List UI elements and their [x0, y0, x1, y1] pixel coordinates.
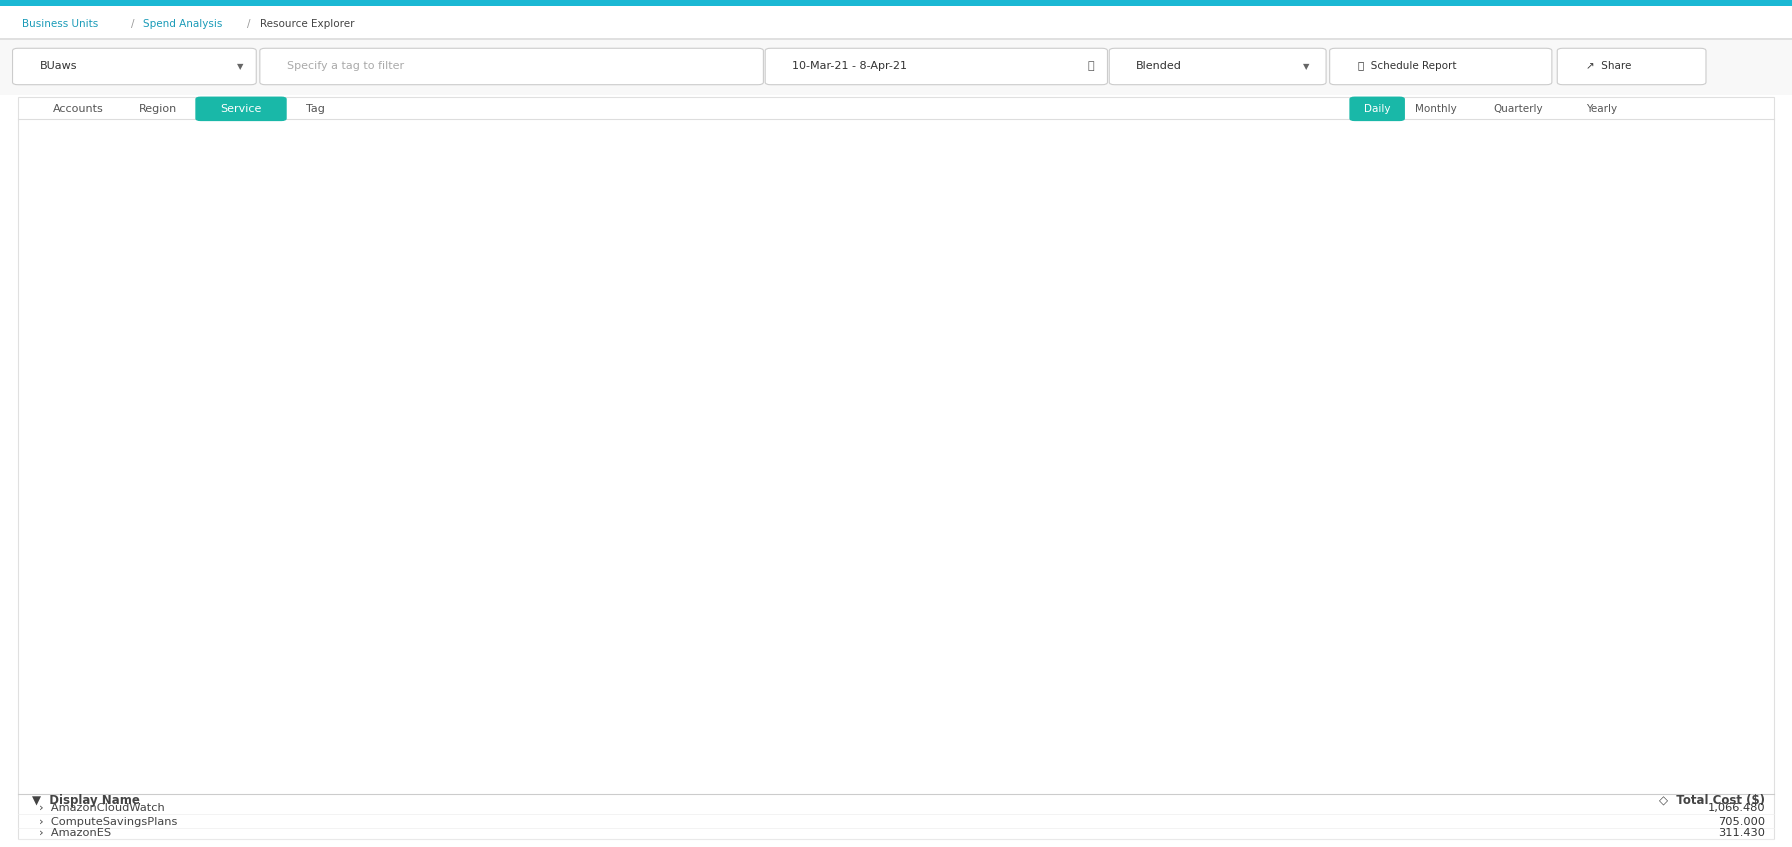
Bar — [1491, 556, 1518, 571]
Bar — [1491, 293, 1518, 309]
Text: ◇  Total Cost ($): ◇ Total Cost ($) — [1659, 794, 1765, 807]
Text: 7o8npbm1s170ppm3d6eoccpupb: 7o8npbm1s170ppm3d6eoccpupb — [1530, 151, 1665, 160]
Text: AmazonEC2: AmazonEC2 — [1530, 355, 1579, 363]
Text: AWSTransfer: AWSTransfer — [1530, 180, 1581, 189]
Text: Monthly: Monthly — [1414, 104, 1457, 113]
FancyBboxPatch shape — [1109, 48, 1326, 85]
Text: AWSELB: AWSELB — [1530, 617, 1563, 626]
Bar — [1491, 410, 1518, 425]
Text: Region: Region — [138, 104, 177, 113]
Text: AmazonFSx: AmazonFSx — [1530, 558, 1577, 567]
Text: 705.000: 705.000 — [1719, 817, 1765, 827]
Text: Service: Service — [220, 104, 262, 113]
FancyBboxPatch shape — [1330, 48, 1552, 85]
Bar — [1491, 380, 1518, 396]
Text: ▼: ▼ — [1303, 62, 1310, 71]
Bar — [1491, 439, 1518, 455]
Text: AmazonS3: AmazonS3 — [1530, 209, 1572, 219]
Text: /: / — [247, 19, 251, 29]
Bar — [1491, 643, 1518, 658]
Text: +: + — [147, 537, 158, 551]
Bar — [0, 6, 1792, 38]
Text: ▼: ▼ — [237, 62, 244, 71]
Text: Resource Explorer: Resource Explorer — [260, 19, 355, 29]
Text: Tag: Tag — [306, 104, 324, 113]
Bar — [1742, 123, 1770, 724]
Text: Business Units: Business Units — [22, 19, 99, 29]
Text: AmazonCloudSearch: AmazonCloudSearch — [1530, 296, 1613, 306]
Text: ▼  Display Name: ▼ Display Name — [32, 794, 140, 807]
Text: /: / — [131, 19, 134, 29]
FancyBboxPatch shape — [260, 48, 763, 85]
Text: 10-Mar-21 - 8-Apr-21: 10-Mar-21 - 8-Apr-21 — [792, 62, 907, 71]
Bar — [0, 0, 1792, 5]
Text: AmazonRedshift: AmazonRedshift — [1530, 442, 1595, 451]
Text: Accounts: Accounts — [52, 104, 104, 113]
Text: AWSDirectoryService: AWSDirectoryService — [1530, 646, 1615, 655]
Bar — [1491, 323, 1518, 338]
Text: AWSSecretsManager: AWSSecretsManager — [1530, 268, 1613, 276]
Text: 1,066.480: 1,066.480 — [1708, 803, 1765, 813]
Text: ›  ComputeSavingsPlans: › ComputeSavingsPlans — [39, 817, 177, 827]
FancyBboxPatch shape — [13, 48, 256, 85]
Text: ›  AmazonES: › AmazonES — [39, 828, 111, 839]
FancyBboxPatch shape — [1349, 97, 1405, 121]
Bar — [1491, 497, 1518, 512]
Text: −: − — [147, 591, 158, 605]
Text: Daily: Daily — [1364, 104, 1391, 113]
Text: Quarterly: Quarterly — [1493, 104, 1543, 113]
Text: BUaws: BUaws — [39, 62, 77, 71]
Text: AmazonNeptune: AmazonNeptune — [1530, 413, 1597, 422]
Text: AmazonCloudWatch: AmazonCloudWatch — [1530, 471, 1611, 480]
Text: AmazonEFS: AmazonEFS — [1530, 501, 1577, 509]
Text: AmazonVPC: AmazonVPC — [1530, 588, 1579, 596]
Text: Yearly: Yearly — [1586, 104, 1618, 113]
FancyBboxPatch shape — [1557, 48, 1706, 85]
Bar — [1491, 352, 1518, 367]
Bar — [1491, 206, 1518, 221]
Bar — [1491, 526, 1518, 542]
Text: ↗  Share: ↗ Share — [1586, 62, 1631, 71]
Text: 📋  Schedule Report: 📋 Schedule Report — [1358, 62, 1457, 71]
Bar — [0, 38, 1792, 40]
Bar — [1491, 235, 1518, 251]
Bar — [1491, 147, 1518, 163]
Bar — [1491, 468, 1518, 484]
Text: AmazonRDS: AmazonRDS — [1530, 238, 1579, 247]
Bar — [1491, 613, 1518, 629]
Text: Blended: Blended — [1136, 62, 1183, 71]
Text: ElasticMapReduce: ElasticMapReduce — [1530, 675, 1602, 684]
Bar — [1491, 672, 1518, 688]
Bar — [1491, 584, 1518, 600]
Bar — [18, 97, 1774, 839]
Text: Specify a tag to filter: Specify a tag to filter — [287, 62, 403, 71]
Bar — [1491, 177, 1518, 192]
Text: AmazonElastiCache: AmazonElastiCache — [1530, 529, 1609, 539]
FancyBboxPatch shape — [765, 48, 1107, 85]
Text: ›  AmazonCloudWatch: › AmazonCloudWatch — [39, 803, 165, 813]
Text: 📅: 📅 — [1088, 62, 1095, 71]
Bar — [0, 40, 1792, 95]
Text: AWSConfig: AWSConfig — [1530, 384, 1573, 393]
Text: AmazonLightsail: AmazonLightsail — [1530, 325, 1597, 335]
Bar — [1744, 147, 1765, 315]
Bar — [1491, 264, 1518, 280]
FancyBboxPatch shape — [195, 97, 287, 121]
Text: ⌂: ⌂ — [147, 477, 156, 490]
Text: Spend Analysis: Spend Analysis — [143, 19, 222, 29]
Text: 311.430: 311.430 — [1719, 828, 1765, 839]
